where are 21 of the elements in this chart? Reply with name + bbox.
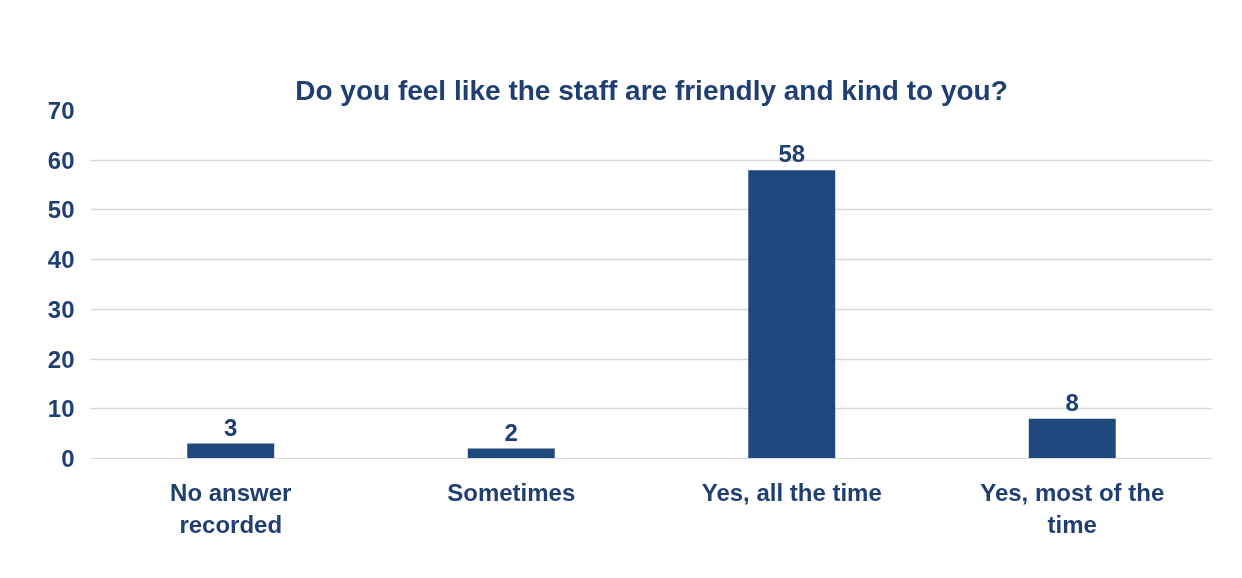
y-tick-label: 10 (47, 395, 75, 423)
bar (1028, 418, 1116, 459)
data-label: 8 (1065, 388, 1079, 416)
bar (187, 443, 275, 459)
data-label: 3 (224, 413, 238, 441)
data-label: 58 (778, 140, 806, 168)
y-tick-label: 30 (47, 295, 75, 323)
x-tick-label: Yes, all the time (701, 478, 882, 506)
data-label: 2 (504, 418, 518, 446)
y-tick-label: 40 (47, 246, 75, 274)
x-tick-label: Yes, most of the time (980, 478, 1165, 538)
chart-title: Do you feel like the staff are friendly and kind to you? (295, 74, 1008, 106)
y-tick-label: 50 (47, 196, 75, 224)
x-tick-label: Sometimes (447, 478, 576, 506)
y-tick-label: 20 (47, 345, 75, 373)
y-tick-label: 60 (47, 146, 75, 174)
bar (467, 448, 555, 459)
y-tick-label: 70 (47, 97, 75, 124)
x-tick-label: No answer recorded (170, 478, 292, 538)
y-tick-label: 0 (61, 445, 75, 472)
bar (748, 170, 836, 459)
